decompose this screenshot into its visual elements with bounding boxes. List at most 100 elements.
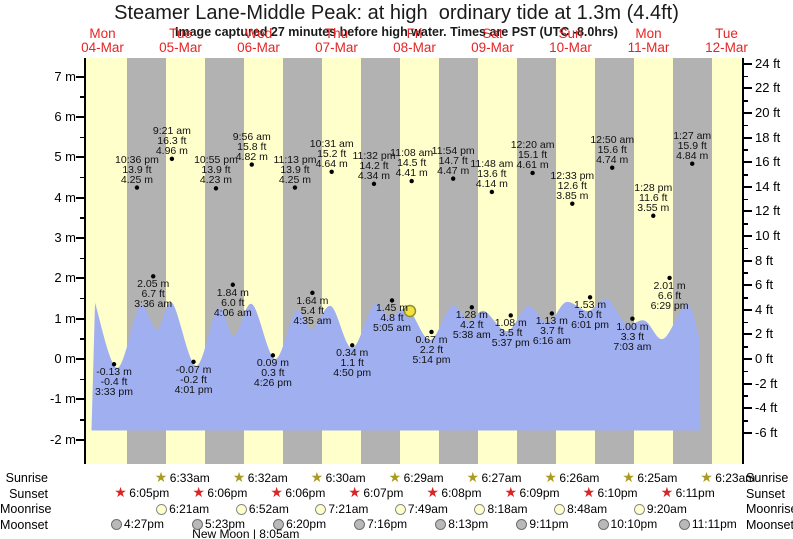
annotation-line: 14.2 ft [359, 159, 389, 172]
day-weekday: Wed [244, 26, 273, 41]
high-tide-annotation: 11:32 pm 14.2 ft 4.34 m [328, 151, 420, 182]
annotation-line: 3.3 ft [620, 330, 645, 343]
low-tide-annotation: 2.01 m 6.6 ft 6:29 pm [624, 281, 716, 312]
right-axis-minor-tick [744, 321, 748, 324]
right-axis-minor-tick [744, 223, 748, 225]
annotation-line: 15.8 ft [237, 140, 267, 153]
annotation-line: 1.28 m [455, 309, 488, 322]
annotation-line: 3:33 pm [95, 386, 133, 399]
sunrise-time: 6:33am [169, 470, 210, 485]
moonset-time: 8:13pm [448, 517, 489, 531]
moonrise-circle-icon [235, 503, 247, 515]
sunset-star-icon: ★ [348, 484, 361, 500]
tide-point-dot [329, 169, 334, 174]
annotation-line: 4.47 m [437, 164, 470, 177]
right-axis-tick-label: -4 ft [755, 400, 778, 416]
annotation-line: 12:20 am [510, 139, 555, 151]
right-axis-minor-tick [744, 124, 748, 127]
right-axis-tick [744, 407, 752, 410]
annotation-line: 0.34 m [336, 347, 369, 360]
sunrise-time: 6:23am [715, 470, 756, 485]
day-date: 09-Mar [471, 40, 514, 55]
annotation-line: 4.61 m [516, 159, 549, 171]
left-axis-tick-label: 6 m [54, 108, 76, 124]
right-axis-tick-label: -6 ft [755, 424, 778, 440]
sunrise-star-icon: ★ [466, 468, 480, 485]
annotation-line: 9:21 am [152, 124, 191, 137]
sunset-time: 6:05pm [129, 486, 170, 500]
day-weekday: Tue [169, 26, 192, 41]
annotation-line: 5.4 ft [300, 304, 325, 317]
left-axis-tick-label: 4 m [54, 189, 76, 205]
tide-point-dot [530, 170, 535, 176]
annotation-line: -0.2 ft [180, 373, 207, 386]
annotation-line: 11.6 ft [639, 191, 668, 204]
tide-point-dot [310, 290, 315, 296]
annotation-line: 4.25 m [120, 173, 153, 186]
annotation-line: 6:29 pm [650, 299, 689, 312]
annotation-line: 15.1 ft [517, 149, 548, 161]
moonrise-time: 7:21am [328, 501, 369, 516]
tide-point-dot [213, 186, 219, 191]
moonrise-circle-icon [474, 503, 486, 515]
high-tide-annotation: 1:27 am 15.9 ft 4.84 m [646, 130, 738, 162]
tide-point-dot [270, 353, 276, 358]
moonrise-circle-icon [554, 503, 566, 515]
high-tide-annotation: 10:36 pm 13.9 ft 4.25 m [91, 154, 183, 186]
left-axis-minor-tick [80, 378, 84, 381]
tide-point-dot [610, 165, 615, 170]
moonrise-time: 6:21am [169, 501, 210, 516]
moonset-circle-icon [516, 519, 528, 530]
annotation-line: 5:05 am [373, 322, 411, 335]
annotation-line: 1.53 m [573, 299, 607, 312]
right-axis-tick-label: 0 ft [755, 351, 774, 366]
tide-point-dot [191, 359, 196, 365]
right-axis-tick-label: 6 ft [755, 277, 774, 293]
right-axis-tick [744, 185, 752, 188]
right-axis-tick-label: 10 ft [755, 228, 781, 243]
moonset-time: 6:20pm [286, 517, 327, 531]
annotation-line: 11:13 pm [273, 153, 317, 166]
annotation-line: 5:37 pm [491, 337, 530, 350]
right-axis-minor-tick [744, 149, 748, 151]
right-axis-tick [744, 284, 752, 287]
day-label: Fri 08-Mar [376, 27, 454, 55]
sunset-row-label-left: Sunset [9, 486, 48, 501]
sunrise-time: 6:29am [403, 470, 444, 485]
day-weekday: Mon [89, 26, 116, 41]
moonset-circle-icon [678, 519, 690, 530]
moonrise-circle-icon [633, 503, 645, 515]
annotation-line: 1:28 pm [634, 181, 673, 194]
right-axis-tick-label: -2 ft [755, 375, 778, 391]
right-axis-tick-label: 4 ft [755, 301, 774, 317]
right-axis-tick [744, 235, 752, 237]
right-axis-tick-label: 16 ft [755, 154, 781, 170]
high-tide-annotation: 12:50 am 15.6 ft 4.74 m [566, 135, 658, 166]
left-axis-minor-tick [80, 217, 84, 219]
tide-point-dot [549, 311, 555, 316]
low-tide-annotation: 0.34 m 1.1 ft 4:50 pm [306, 347, 398, 379]
annotation-line: 0.67 m [415, 333, 448, 346]
right-axis-minor-tick [744, 247, 748, 250]
left-axis-minor-tick [80, 136, 84, 139]
tide-point-dot [151, 274, 156, 279]
sunrise-star-icon: ★ [232, 468, 246, 485]
right-axis-tick [744, 210, 752, 213]
sunrise-star-icon: ★ [388, 468, 402, 485]
left-axis-tick [76, 156, 84, 159]
sunset-time: 6:06pm [207, 486, 248, 500]
right-axis-tick [744, 259, 752, 262]
low-tide-annotation: 1.00 m 3.3 ft 7:03 am [586, 321, 678, 352]
annotation-line: 1.45 m [375, 302, 409, 315]
annotation-line: -0.13 m [96, 366, 132, 379]
right-axis-tick [744, 308, 752, 311]
annotation-line: 3.85 m [556, 189, 589, 202]
sunrise-star-icon: ★ [544, 468, 557, 485]
day-weekday: Fri [406, 26, 423, 41]
tide-point-dot [292, 185, 298, 190]
chart-title: Steamer Lane-Middle Peak: at high ordina… [114, 2, 679, 24]
annotation-line: 11:54 pm [431, 144, 475, 157]
annotation-line: 4.84 m [676, 149, 709, 162]
tide-point-dot [111, 362, 117, 367]
